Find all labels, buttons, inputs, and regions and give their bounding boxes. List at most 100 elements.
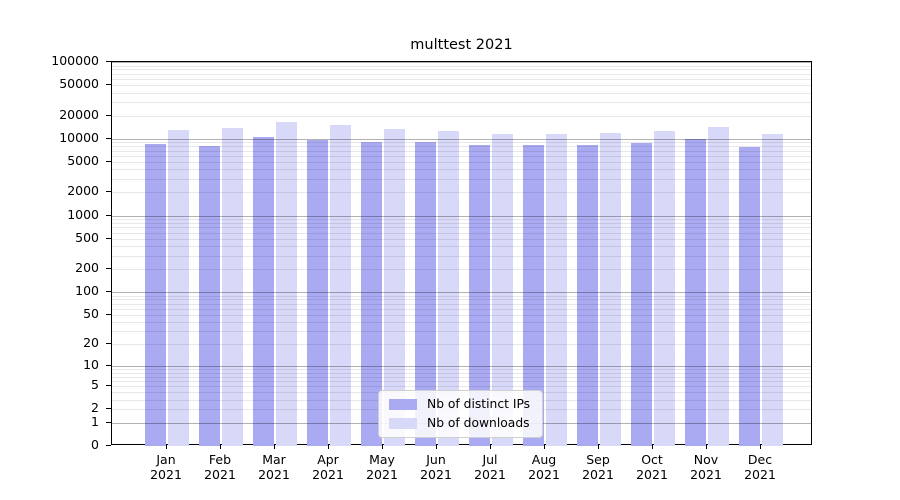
y-axis-tick [106, 313, 111, 315]
gridline-minor [112, 69, 811, 71]
y-axis-tick [106, 291, 111, 293]
y-axis-tick [106, 214, 111, 216]
y-axis-tick [106, 421, 111, 423]
plot-area [111, 61, 812, 446]
bar-nb-of-distinct-ips-mar [253, 136, 274, 446]
x-axis-label-year: 2021 [582, 467, 614, 482]
x-axis-label-month: Mar [262, 452, 286, 467]
y-axis-tick-label: 20 [83, 335, 99, 351]
gridline-minor [112, 142, 811, 144]
bar-nb-of-downloads-jun [438, 131, 459, 446]
x-axis-tick [166, 445, 167, 449]
y-axis-tick-label: 10000 [59, 129, 99, 145]
bar-nb-of-distinct-ips-jan [145, 144, 166, 446]
x-axis-label-year: 2021 [744, 467, 776, 482]
bar-nb-of-downloads-apr [330, 125, 351, 446]
bar-nb-of-distinct-ips-aug [523, 145, 544, 446]
bar-nb-of-distinct-ips-feb [199, 145, 220, 446]
legend-item-distinct-ips: Nb of distinct IPs [389, 397, 530, 412]
y-axis-tick-label: 100000 [51, 52, 99, 68]
bar-nb-of-distinct-ips-may [361, 141, 382, 446]
legend-label-distinct-ips: Nb of distinct IPs [427, 397, 531, 411]
x-axis-tick [652, 445, 653, 449]
x-axis-label-month: Feb [208, 452, 232, 467]
bar-nb-of-downloads-jul [492, 133, 513, 446]
x-axis-tick [436, 445, 437, 449]
y-axis-tick [106, 385, 111, 387]
gridline-major [112, 62, 811, 63]
x-axis-tick [382, 445, 383, 449]
x-axis-label-year: 2021 [474, 467, 506, 482]
bar-nb-of-downloads-mar [276, 121, 297, 446]
x-axis-tick [328, 445, 329, 449]
y-axis-tick [106, 60, 111, 62]
bar-nb-of-downloads-oct [654, 131, 675, 446]
x-axis-label-month: Oct [641, 452, 663, 467]
y-axis-tick-label: 500 [75, 229, 99, 245]
x-axis-label-month: Jun [426, 452, 446, 467]
x-axis-label-year: 2021 [204, 467, 236, 482]
y-axis-tick [106, 237, 111, 239]
y-axis-tick-label: 20000 [59, 106, 99, 122]
bar-nb-of-distinct-ips-jul [469, 145, 490, 446]
legend-item-downloads: Nb of downloads [389, 416, 530, 431]
x-axis-label-month: Nov [693, 452, 719, 467]
y-axis-tick-label: 0 [91, 437, 99, 452]
legend-swatch-distinct-ips [389, 399, 417, 410]
x-axis-label-month: Sep [586, 452, 610, 467]
y-axis-tick-label: 2000 [67, 183, 99, 199]
y-axis-tick [106, 408, 111, 410]
x-axis-label-year: 2021 [366, 467, 398, 482]
bar-nb-of-downloads-nov [708, 126, 729, 446]
y-axis-tick-label: 2 [91, 400, 99, 416]
y-axis-tick-label: 1 [91, 413, 99, 429]
y-axis-tick-label: 1000 [67, 206, 99, 222]
x-axis-tick [490, 445, 491, 449]
x-axis-label-year: 2021 [420, 467, 452, 482]
bar-nb-of-downloads-sep [600, 133, 621, 446]
x-axis-label-year: 2021 [312, 467, 344, 482]
y-axis-tick [106, 445, 111, 446]
x-axis-label-year: 2021 [258, 467, 290, 482]
gridline-minor [112, 102, 811, 104]
y-axis-tick [106, 160, 111, 162]
x-axis-tick [544, 445, 545, 449]
y-axis-tick [106, 84, 111, 86]
bar-nb-of-downloads-jan [168, 130, 189, 446]
bar-nb-of-distinct-ips-dec [739, 146, 760, 446]
gridline-major [112, 138, 811, 140]
x-axis-tick [598, 445, 599, 449]
gridline-minor [112, 115, 811, 117]
y-axis-tick-label: 100 [75, 283, 99, 299]
x-axis-tick [706, 445, 707, 449]
gridline-minor [112, 79, 811, 81]
y-axis-tick-label: 5000 [67, 152, 99, 168]
y-axis-tick-label: 200 [75, 260, 99, 276]
bar-nb-of-distinct-ips-apr [307, 140, 328, 446]
chart-title: multtest 2021 [410, 37, 513, 53]
x-axis-label-month: Jul [482, 452, 498, 467]
bar-nb-of-downloads-aug [546, 134, 567, 446]
legend-label-downloads: Nb of downloads [427, 416, 530, 430]
x-axis-tick [220, 445, 221, 449]
y-axis-tick [106, 191, 111, 193]
bar-nb-of-downloads-feb [222, 127, 243, 446]
y-axis-tick-label: 10 [83, 357, 99, 373]
y-axis-tick-label: 5 [91, 377, 99, 393]
x-axis-label-month: Jan [156, 452, 176, 467]
y-axis-tick [106, 343, 111, 345]
x-axis-tick [760, 445, 761, 449]
y-axis-tick [106, 114, 111, 116]
bar-nb-of-downloads-dec [762, 134, 783, 446]
x-axis-tick [274, 445, 275, 449]
x-axis-label-year: 2021 [528, 467, 560, 482]
y-axis-tick [106, 268, 111, 270]
y-axis-tick [106, 137, 111, 139]
y-axis-tick [106, 365, 111, 367]
gridline-minor [112, 73, 811, 75]
y-axis-tick-label: 50 [83, 305, 99, 321]
x-axis-label-month: Apr [317, 452, 339, 467]
bar-nb-of-distinct-ips-oct [631, 142, 652, 446]
x-axis-label-year: 2021 [636, 467, 668, 482]
bar-nb-of-distinct-ips-sep [577, 145, 598, 446]
